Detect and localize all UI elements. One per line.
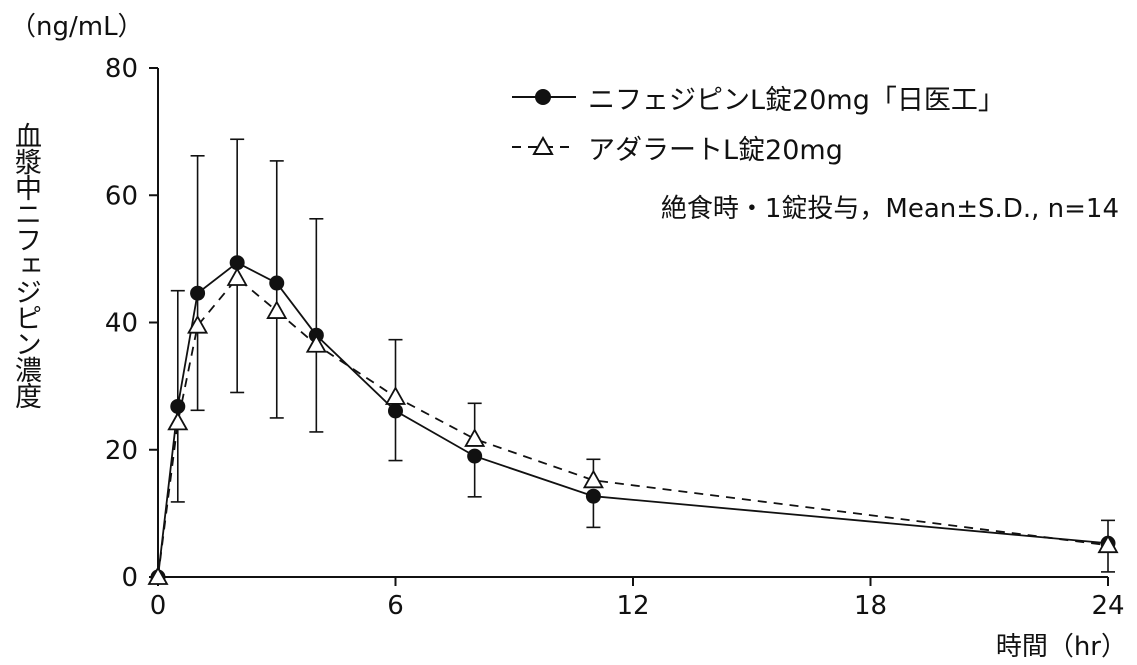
x-tick-label: 0 xyxy=(150,591,167,621)
data-point-nifedipine xyxy=(190,285,206,301)
y-tick-label: 80 xyxy=(105,54,138,84)
series-markers xyxy=(147,255,1119,585)
data-point-adalat xyxy=(1097,534,1119,554)
study-condition-note: 絶食時・1錠投与，Mean±S.D., n=14 xyxy=(660,194,1119,224)
legend-swatch-circle xyxy=(512,89,576,105)
series-line-adalat xyxy=(157,276,1109,578)
data-point-adalat xyxy=(187,314,209,334)
data-point-adalat xyxy=(582,469,604,489)
data-point-nifedipine xyxy=(170,398,186,414)
data-point-nifedipine xyxy=(585,488,601,504)
y-axis-label: 血漿中ニフェジピン濃度 xyxy=(10,122,41,408)
series-lines xyxy=(157,261,1109,578)
legend-label-adalat: アダラートL錠20mg xyxy=(588,135,843,166)
data-point-adalat xyxy=(384,386,407,405)
legend-label-nifedipine: ニフェジピンL錠20mg「日医工」 xyxy=(588,85,1005,116)
data-point-adalat xyxy=(167,411,189,431)
y-tick-label: 0 xyxy=(121,563,138,593)
x-tick-label: 12 xyxy=(616,591,649,621)
x-tick-label: 24 xyxy=(1091,591,1124,621)
y-tick-label: 20 xyxy=(105,436,138,466)
data-point-nifedipine xyxy=(229,255,245,271)
x-tick-label: 6 xyxy=(387,591,404,621)
y-unit-label: （ng/mL） xyxy=(10,12,144,42)
series-line-nifedipine xyxy=(157,261,1109,578)
legend-swatch-triangle xyxy=(512,135,576,155)
data-point-adalat xyxy=(266,300,288,319)
y-tick-label: 60 xyxy=(105,181,138,211)
data-point-nifedipine xyxy=(269,275,285,291)
y-tick-label: 40 xyxy=(105,309,138,339)
axes: 0 20 40 60 80 0 6 12 18 24 xyxy=(105,54,1125,621)
data-point-adalat xyxy=(226,267,248,286)
data-point-adalat xyxy=(305,333,327,353)
data-point-nifedipine xyxy=(388,403,403,419)
data-point-nifedipine xyxy=(467,448,483,464)
x-tick-label: 18 xyxy=(854,591,887,621)
data-point-adalat xyxy=(464,428,486,447)
x-axis-label: 時間（hr） xyxy=(995,632,1127,662)
data-point-adalat xyxy=(147,566,169,585)
